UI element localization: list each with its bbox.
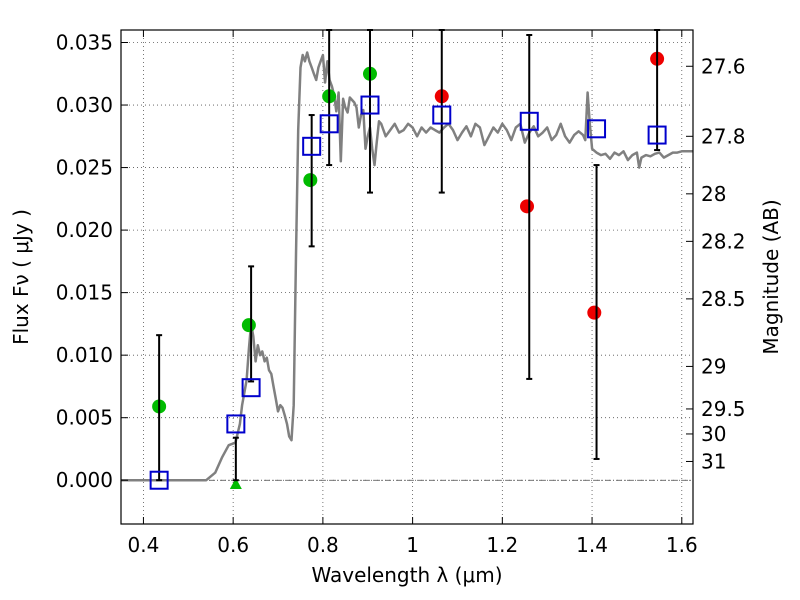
blue-square-point (149, 470, 169, 490)
x-tick-label: 0.8 (307, 533, 339, 557)
blue-square-point (647, 125, 667, 145)
y-tick-label: 0.000 (56, 468, 113, 492)
red-point (520, 199, 535, 214)
y-tick-label: 0.035 (56, 31, 113, 55)
plot-frame (120, 29, 694, 525)
data-layer (121, 29, 693, 490)
blue-square-point (360, 95, 380, 115)
y-tick-label: 0.010 (56, 343, 113, 367)
y-tick-label: 0.020 (56, 218, 113, 242)
blue-square-point (319, 114, 339, 134)
red-point (587, 305, 602, 320)
x-axis-title: Wavelength λ (μm) (311, 563, 502, 587)
green-point (303, 173, 318, 188)
y-tick-label: 0.005 (56, 406, 113, 430)
y-tick-label: 0.015 (56, 281, 113, 305)
model-spectrum-line (121, 51, 693, 482)
x-tick-label: 1 (406, 533, 419, 557)
x-tick-label: 1.6 (666, 533, 698, 557)
y-tick-label: 0.030 (56, 93, 113, 117)
y2-tick-label: 27.8 (701, 124, 746, 148)
y2-axis-title: Magnitude (AB) (759, 199, 783, 354)
y-axis-title: Flux Fν ( μJy ) (9, 209, 33, 345)
ticks: 0.4 0.6 0.8 1 1.2 1.4 1.6 0.000 0.005 0.010 0.015 0… (56, 30, 746, 557)
blue-square-point (519, 111, 539, 131)
y2-tick-label: 28 (701, 182, 726, 206)
y2-tick-label: 31 (701, 449, 726, 473)
plot-background (121, 30, 693, 524)
x-tick-label: 0.6 (217, 533, 249, 557)
y-tick-label: 0.025 (56, 156, 113, 180)
blue-square-point (432, 105, 452, 125)
green-triangle-point (229, 477, 242, 489)
x-tick-label: 1.4 (576, 533, 608, 557)
y2-tick-label: 27.6 (701, 54, 746, 78)
blue-square-point (587, 119, 607, 139)
y2-tick-label: 29 (701, 354, 726, 378)
blue-square-point (226, 414, 246, 434)
y2-tick-label: 28.5 (701, 287, 746, 311)
blue-square-point (302, 136, 322, 156)
green-point (241, 318, 256, 333)
y2-tick-label: 30 (701, 422, 726, 446)
y2-tick-label: 28.2 (701, 229, 746, 253)
y2-tick-label: 29.5 (701, 397, 746, 421)
x-tick-label: 0.4 (128, 533, 160, 557)
blue-square-point (241, 378, 261, 398)
x-tick-label: 1.2 (486, 533, 518, 557)
